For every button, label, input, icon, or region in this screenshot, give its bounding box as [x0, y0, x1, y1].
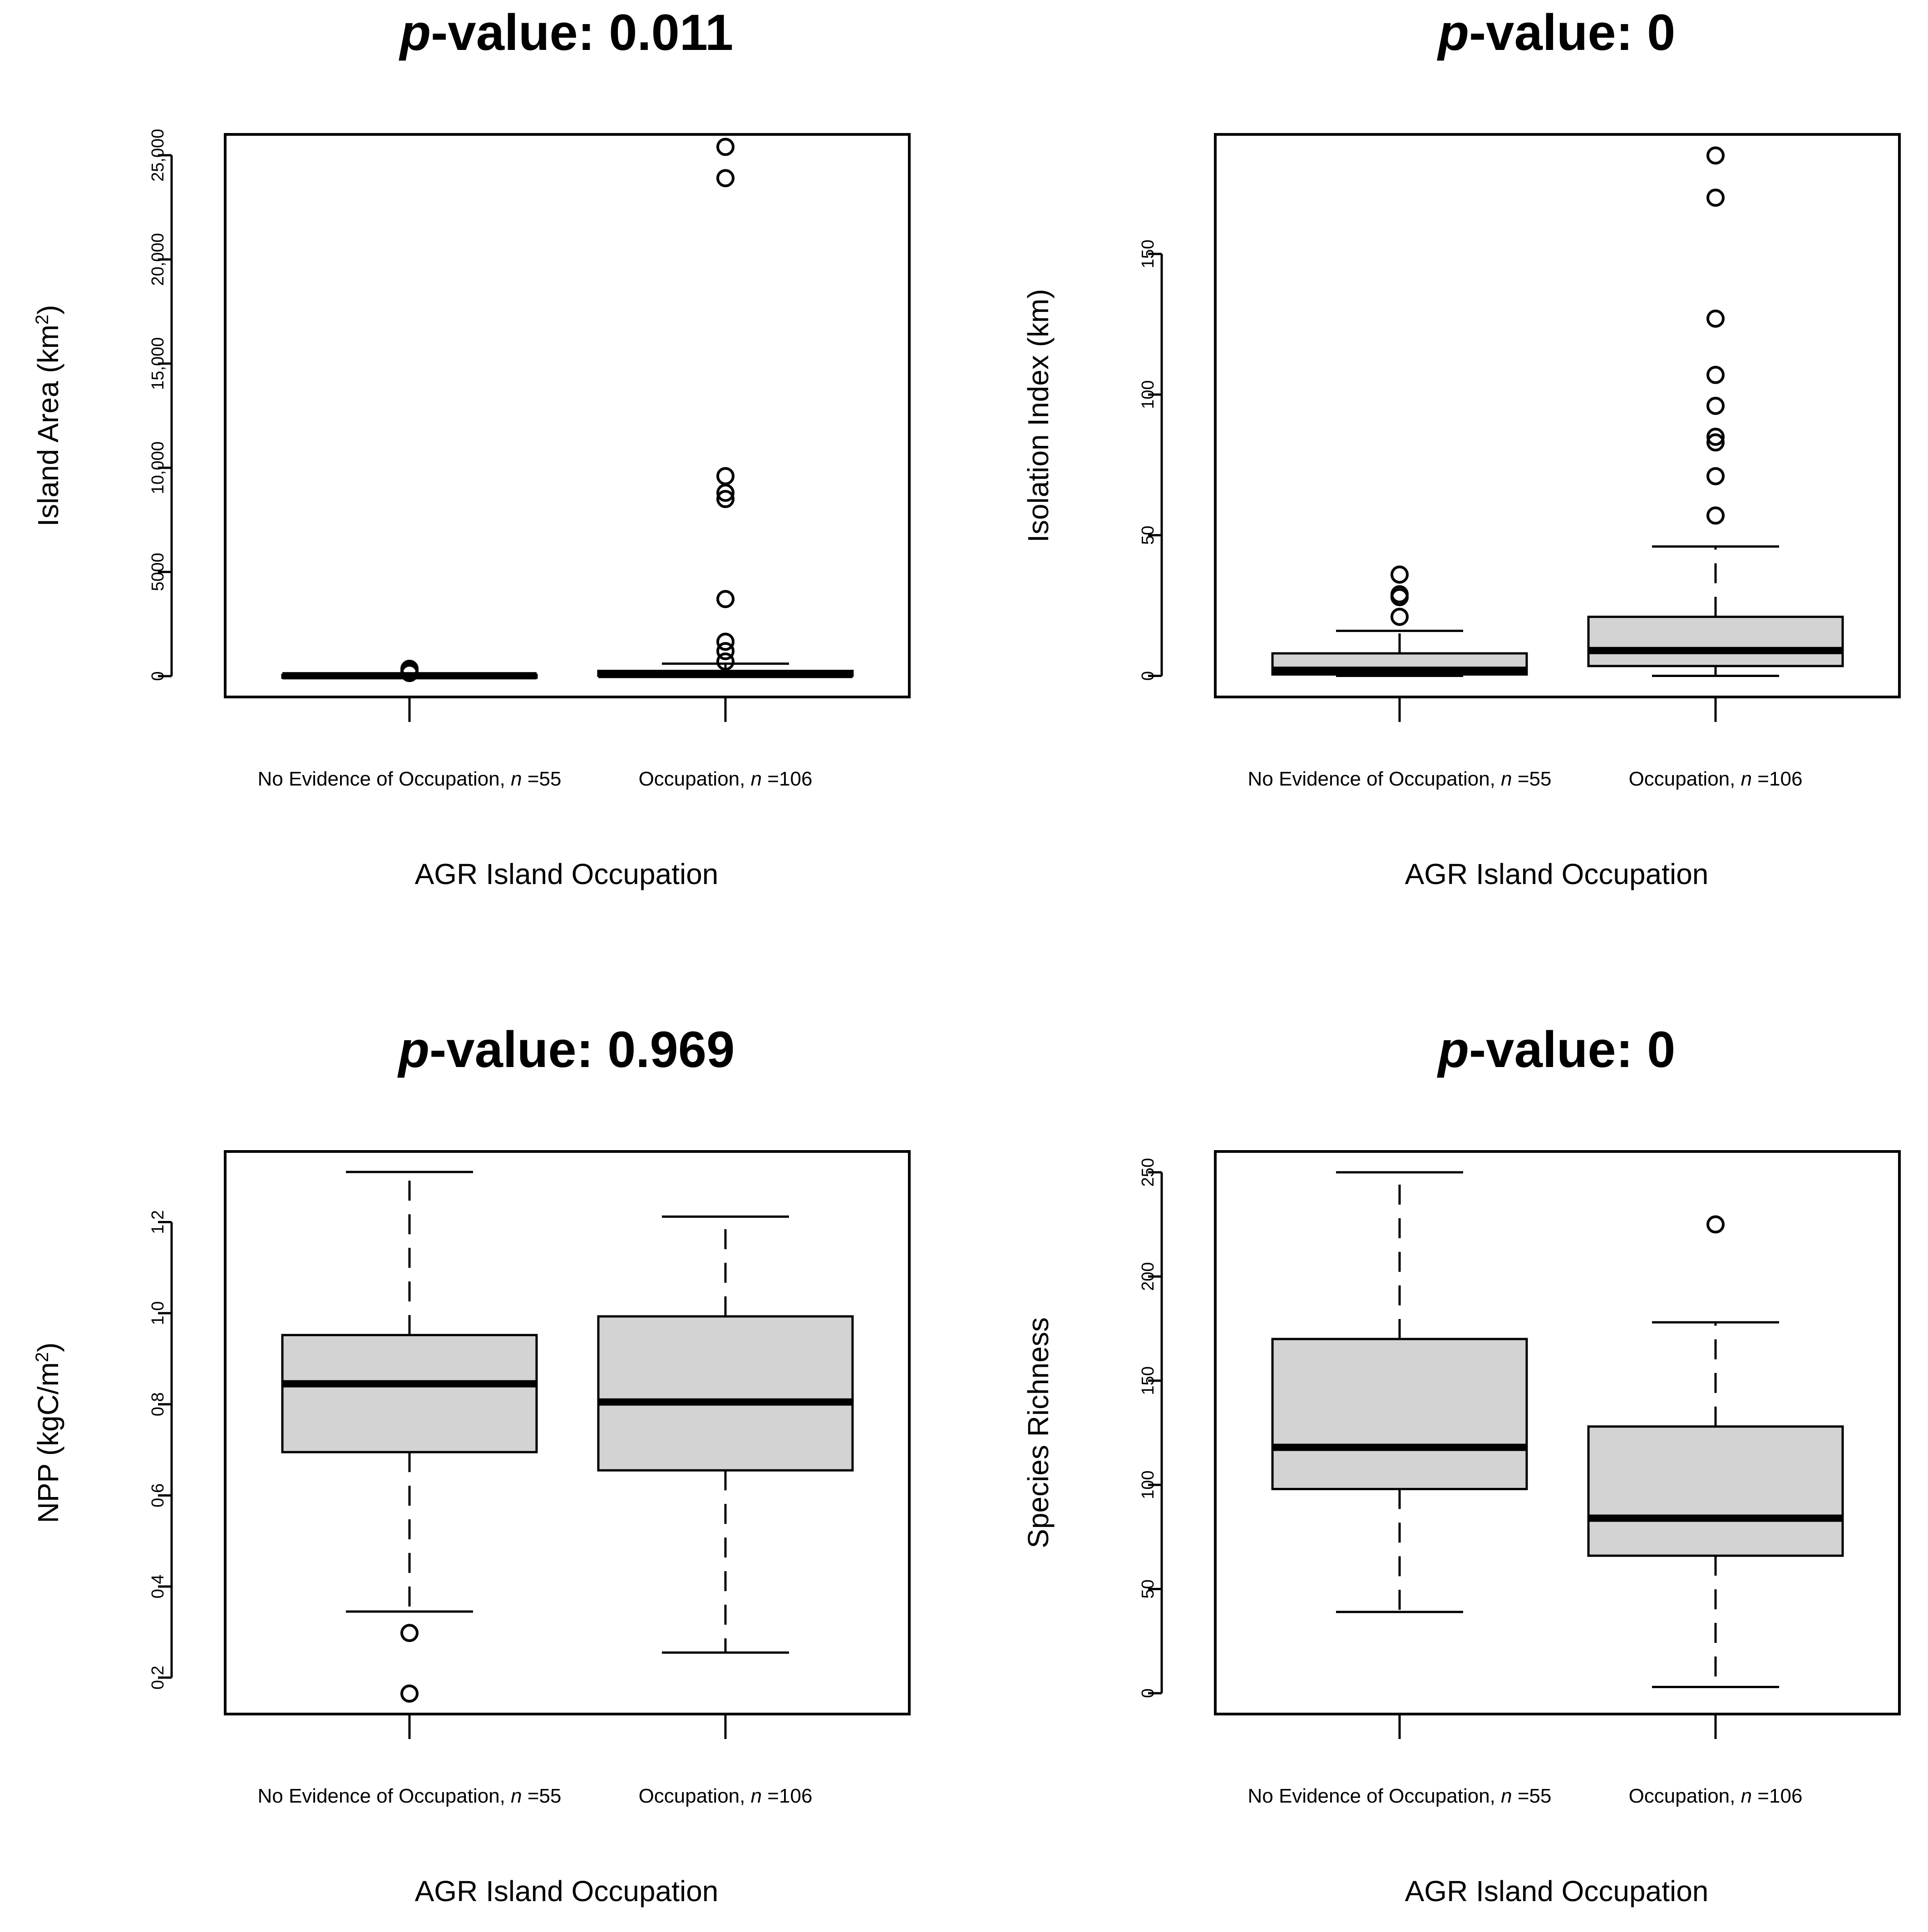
- outlier-point: [1706, 467, 1725, 485]
- iqr-box: [1587, 615, 1844, 667]
- x-axis-label: AGR Island Occupation: [1405, 1875, 1709, 1907]
- chart-title: p-value: 0.969: [397, 1021, 735, 1078]
- chart-title: p-value: 0.011: [399, 4, 734, 61]
- chart-panel-2: p-value: 0 0 50 100 150 Isolation Index (km) N…: [1022, 4, 1901, 890]
- outlier-point: [716, 652, 735, 671]
- outlier-point: [1706, 433, 1725, 452]
- category-label: Occupation, n =106: [639, 1785, 813, 1807]
- y-tick-label: 0: [148, 672, 168, 681]
- y-tick-label: 5000: [148, 553, 168, 591]
- plot-frame: [224, 133, 911, 698]
- y-tick-label: 0.4: [148, 1575, 168, 1599]
- y-axis-label: NPP (kgC/m2): [32, 1343, 64, 1523]
- iqr-box: [597, 1315, 854, 1472]
- y-tick-label: 250: [1139, 1158, 1158, 1186]
- iqr-box: [1271, 1338, 1528, 1490]
- iqr-box: [281, 1334, 538, 1453]
- y-axis-label: Island Area (km2): [32, 305, 64, 526]
- outlier-point: [1706, 427, 1725, 446]
- outlier-point: [400, 1624, 419, 1642]
- box-1: [1271, 565, 1528, 677]
- y-tick-label: 50: [1139, 526, 1158, 545]
- x-axis-label: AGR Island Occupation: [1405, 858, 1709, 890]
- outlier-point: [1391, 585, 1409, 603]
- y-axis-label: Isolation Index (km): [1022, 289, 1055, 542]
- y-tick-label: 100: [1139, 380, 1158, 409]
- box-2: [1587, 1215, 1844, 1688]
- chart-title: p-value: 0: [1437, 1021, 1676, 1078]
- y-tick-label: 10,000: [148, 441, 168, 494]
- outlier-point: [716, 590, 735, 608]
- y-tick-label: 25,000: [148, 129, 168, 182]
- category-label: No Evidence of Occupation, n =55: [257, 768, 561, 790]
- box-1: [281, 1171, 538, 1703]
- outlier-point: [716, 490, 735, 509]
- chart-panel-1: p-value: 0.011 0 5000 10,000 15,000 20,000 25,…: [32, 4, 911, 890]
- plot-frame: [224, 1150, 911, 1715]
- outlier-point: [1391, 565, 1409, 584]
- plot-frame: [1214, 133, 1901, 698]
- box-2: [1587, 146, 1844, 677]
- y-tick-label: 50: [1139, 1580, 1158, 1599]
- outlier-point: [1706, 188, 1725, 207]
- outlier-point: [1706, 146, 1725, 165]
- box-2: [597, 138, 854, 678]
- y-tick-label: 0: [1139, 671, 1158, 681]
- y-tick-label: 0: [1139, 1689, 1158, 1698]
- outlier-point: [1706, 396, 1725, 415]
- y-tick-label: 1.0: [148, 1301, 168, 1325]
- y-tick-label: 200: [1139, 1262, 1158, 1291]
- outlier-point: [1706, 366, 1725, 384]
- y-tick-label: 150: [1139, 240, 1158, 268]
- y-tick-label: 20,000: [148, 233, 168, 286]
- outlier-point: [400, 1684, 419, 1703]
- category-label: No Evidence of Occupation, n =55: [1248, 768, 1551, 790]
- outlier-point: [716, 138, 735, 156]
- category-label: No Evidence of Occupation, n =55: [1248, 1785, 1551, 1807]
- outlier-point: [1706, 506, 1725, 525]
- iqr-box: [1587, 1425, 1844, 1557]
- y-tick-label: 0.8: [148, 1392, 168, 1416]
- outlier-point: [1706, 1215, 1725, 1234]
- box-2: [597, 1215, 854, 1654]
- y-tick-label: 0.2: [148, 1665, 168, 1690]
- outlier-point: [1706, 309, 1725, 328]
- chart-panel-4: p-value: 0 0 50 100 150 200 250 Species Richnes…: [1022, 1021, 1901, 1907]
- box-1: [1271, 1171, 1528, 1613]
- x-axis-label: AGR Island Occupation: [415, 858, 719, 890]
- y-tick-label: 150: [1139, 1366, 1158, 1395]
- category-label: No Evidence of Occupation, n =55: [257, 1785, 561, 1807]
- y-tick-label: 0.6: [148, 1483, 168, 1507]
- y-axis-label: Species Richness: [1022, 1317, 1055, 1548]
- x-axis-label: AGR Island Occupation: [415, 1875, 719, 1907]
- category-label: Occupation, n =106: [1629, 1785, 1803, 1807]
- outlier-point: [716, 642, 735, 661]
- box-1: [281, 660, 538, 682]
- outlier-point: [716, 632, 735, 651]
- y-tick-label: 100: [1139, 1471, 1158, 1499]
- outlier-point: [716, 169, 735, 188]
- y-tick-label: 15,000: [148, 337, 168, 390]
- chart-panel-3: p-value: 0.969 0.2 0.4 0.6 0.8 1.0 1.2 NPP (kgC…: [32, 1021, 911, 1907]
- outlier-point: [400, 660, 419, 678]
- category-label: Occupation, n =106: [639, 768, 813, 790]
- outlier-point: [716, 467, 735, 485]
- outlier-point: [1391, 608, 1409, 626]
- chart-title: p-value: 0: [1437, 4, 1676, 61]
- y-tick-label: 1.2: [148, 1210, 168, 1234]
- category-label: Occupation, n =106: [1629, 768, 1803, 790]
- plot-frame: [1214, 1150, 1901, 1715]
